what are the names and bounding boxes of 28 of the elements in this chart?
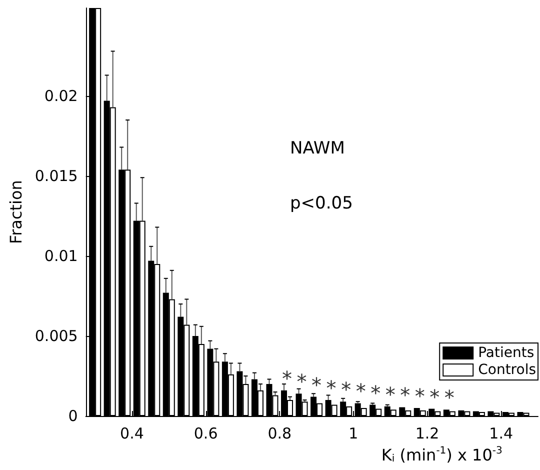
annotation: * xyxy=(444,386,454,410)
annotation: * xyxy=(296,370,307,394)
annotation: NAWM xyxy=(290,138,345,158)
y-tick-label: 0 xyxy=(68,407,78,425)
annotation: * xyxy=(385,382,396,406)
annotation: * xyxy=(341,378,352,402)
y-tick-label: 0.005 xyxy=(34,327,78,345)
annotation: * xyxy=(326,376,336,400)
annotation: * xyxy=(400,383,410,408)
annotation: * xyxy=(312,372,322,397)
annotation: * xyxy=(282,366,292,390)
legend-label: Controls xyxy=(478,362,536,378)
annotation: * xyxy=(370,380,381,405)
x-tick-label: 0.6 xyxy=(194,424,218,442)
x-tick-label: 1.2 xyxy=(415,424,440,442)
x-tick-label: 1 xyxy=(348,424,358,442)
y-tick-label: 0.02 xyxy=(44,87,78,105)
annotation: p<0.05 xyxy=(290,194,353,214)
annotation: * xyxy=(430,384,440,409)
y-tick-label: 0.01 xyxy=(44,247,78,265)
x-tick-label: 1.4 xyxy=(489,424,514,442)
legend-label: Patients xyxy=(478,345,534,361)
y-tick-label: 0.015 xyxy=(34,167,78,185)
x-tick-label: 0.4 xyxy=(120,424,144,442)
annotation: * xyxy=(414,384,425,408)
annotation: * xyxy=(356,379,366,404)
x-tick-label: 0.8 xyxy=(268,424,292,442)
y-axis-title: Fraction xyxy=(6,180,26,244)
